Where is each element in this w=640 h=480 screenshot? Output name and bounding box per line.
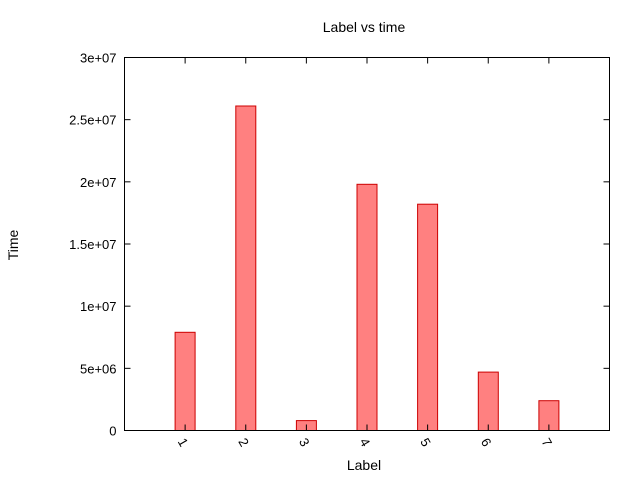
bar-1 — [174, 331, 196, 431]
y-tick-label: 1.5e+07 — [69, 237, 116, 252]
bar-series — [174, 105, 560, 432]
y-axis-label: Time — [5, 229, 21, 260]
x-axis-label: Label — [347, 457, 381, 473]
y-tick-label: 1e+07 — [80, 299, 117, 314]
plot-frame — [124, 57, 610, 431]
x-tick-label: 1 — [175, 435, 192, 449]
bar-5 — [417, 203, 439, 431]
x-tick-label: 5 — [417, 435, 434, 449]
x-tick-label: 4 — [357, 435, 374, 449]
bar-2 — [235, 105, 257, 431]
y-tick-label: 5e+06 — [80, 361, 117, 376]
axis-ticks: 0 5e+06 1e+07 1.5e+07 2e+07 2.5e+07 3e+07 1 2 3 4 5… — [69, 51, 610, 449]
y-tick-label: 2.5e+07 — [69, 113, 116, 128]
chart-title: Label vs time — [323, 19, 406, 35]
x-tick-label: 2 — [235, 435, 252, 449]
x-tick-label: 6 — [478, 435, 495, 449]
y-tick-label: 2e+07 — [80, 175, 117, 190]
x-tick-label: 3 — [296, 435, 313, 449]
bar-4 — [356, 183, 378, 431]
x-tick-label: 7 — [538, 435, 555, 449]
y-tick-label: 3e+07 — [80, 51, 117, 66]
bar-6 — [477, 371, 499, 432]
y-tick-label: 0 — [109, 424, 116, 439]
